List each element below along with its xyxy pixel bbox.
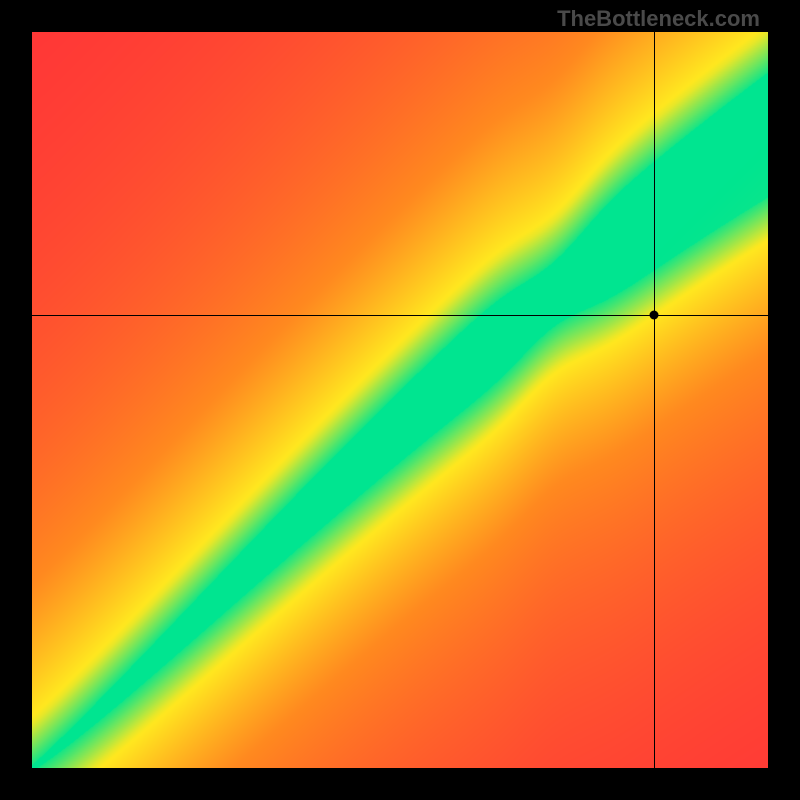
marker-dot: [650, 311, 659, 320]
bottleneck-heatmap: [32, 32, 768, 768]
crosshair-vertical: [654, 32, 655, 768]
heatmap-canvas: [32, 32, 768, 768]
watermark-text: TheBottleneck.com: [557, 6, 760, 32]
